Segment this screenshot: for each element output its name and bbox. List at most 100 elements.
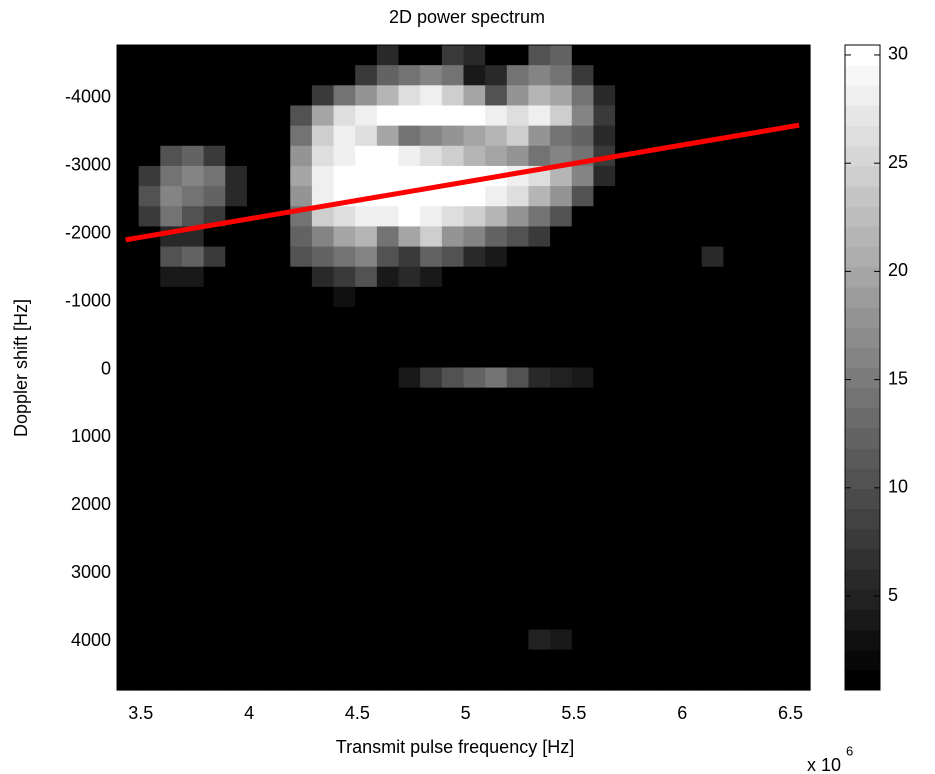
heatmap-cell [160, 569, 183, 590]
heatmap-cell [528, 246, 551, 268]
heatmap-cell [528, 528, 551, 550]
heatmap-cell [181, 186, 205, 207]
heatmap-cell [376, 609, 400, 631]
heatmap-cell [680, 367, 703, 389]
heatmap-cell [355, 407, 378, 429]
heatmap-cell [311, 528, 335, 550]
heatmap-cell [420, 65, 443, 86]
heatmap-cell [333, 427, 356, 449]
heatmap-cell [420, 468, 443, 490]
heatmap-cell [571, 307, 595, 328]
heatmap-cell [420, 548, 443, 570]
heatmap-cell [268, 649, 291, 671]
heatmap-cell [528, 589, 551, 610]
heatmap-cell [138, 669, 161, 691]
heatmap-cell [225, 609, 248, 631]
heatmap-cell [181, 589, 205, 610]
heatmap-cell [420, 186, 443, 207]
heatmap-cell [550, 528, 573, 550]
heatmap-cell [181, 105, 205, 127]
heatmap-cell [593, 286, 616, 308]
heatmap-cell [463, 65, 486, 86]
heatmap-cell [333, 226, 356, 248]
heatmap-cell [506, 125, 530, 147]
heatmap-cell [225, 367, 248, 389]
heatmap-cell [246, 65, 270, 86]
heatmap-cell [571, 448, 595, 469]
heatmap-cell [290, 367, 313, 389]
heatmap-cell [268, 165, 291, 187]
heatmap-cell [376, 468, 400, 490]
heatmap-cell [593, 407, 616, 429]
heatmap-cell [117, 266, 140, 288]
heatmap-cell [203, 266, 226, 288]
heatmap-cell [420, 569, 443, 590]
heatmap-cell [571, 407, 595, 429]
heatmap-cell [246, 508, 270, 530]
heatmap-cell [571, 387, 595, 409]
heatmap-cell [160, 286, 183, 308]
heatmap-cell [420, 85, 443, 107]
heatmap-cell [745, 186, 768, 207]
heatmap-cell [441, 448, 465, 469]
heatmap-cell [463, 145, 486, 167]
heatmap-cell [225, 569, 248, 590]
heatmap-cell [528, 206, 551, 228]
heatmap-cell [117, 528, 140, 550]
heatmap-cell [571, 347, 595, 369]
heatmap-cell [290, 226, 313, 248]
heatmap-cell [160, 65, 183, 86]
heatmap-cell [701, 407, 724, 429]
heatmap-cell [636, 327, 660, 348]
x-tick-label: 4.5 [345, 703, 370, 723]
heatmap-cell [441, 286, 465, 308]
heatmap-cell [658, 528, 681, 550]
heatmap-cell [181, 206, 205, 228]
heatmap-cell [203, 609, 226, 631]
heatmap-cell [160, 186, 183, 207]
heatmap-cell [138, 307, 161, 328]
heatmap-cell [181, 609, 205, 631]
heatmap-cell [225, 629, 248, 651]
heatmap-cell [290, 246, 313, 268]
heatmap-cell [615, 407, 638, 429]
heatmap-cell [485, 145, 508, 167]
heatmap-cell [181, 468, 205, 490]
heatmap-cell [528, 186, 551, 207]
heatmap-cell [138, 186, 161, 207]
heatmap-cell [181, 488, 205, 510]
heatmap-cell [463, 367, 486, 389]
heatmap-cell [246, 448, 270, 469]
heatmap-cell [636, 589, 660, 610]
heatmap-cell [550, 548, 573, 570]
heatmap-cell [355, 427, 378, 449]
heatmap-cell [420, 327, 443, 348]
heatmap-cell [290, 307, 313, 328]
heatmap-cell [550, 186, 573, 207]
heatmap-cell [766, 145, 789, 167]
heatmap-cell [485, 468, 508, 490]
heatmap-cell [485, 327, 508, 348]
heatmap-cell [311, 125, 335, 147]
heatmap-cell [788, 65, 811, 86]
heatmap-cell [723, 609, 746, 631]
heatmap-cell [701, 448, 724, 469]
x-tick-label: 5.5 [561, 703, 586, 723]
heatmap-cell [203, 468, 226, 490]
heatmap-cell [160, 145, 183, 167]
heatmap-cell [636, 307, 660, 328]
heatmap-cell [160, 206, 183, 228]
heatmap-cell [398, 266, 421, 288]
heatmap-cell [745, 206, 768, 228]
heatmap-cell [680, 286, 703, 308]
colorbar-step [845, 528, 880, 550]
heatmap-cell [420, 387, 443, 409]
heatmap-cell [398, 589, 421, 610]
heatmap-cell [701, 206, 724, 228]
heatmap-cell [225, 448, 248, 469]
heatmap-cell [615, 266, 638, 288]
heatmap-cell [658, 387, 681, 409]
heatmap-cell [398, 548, 421, 570]
heatmap-cell [593, 85, 616, 107]
heatmap-cell [203, 286, 226, 308]
